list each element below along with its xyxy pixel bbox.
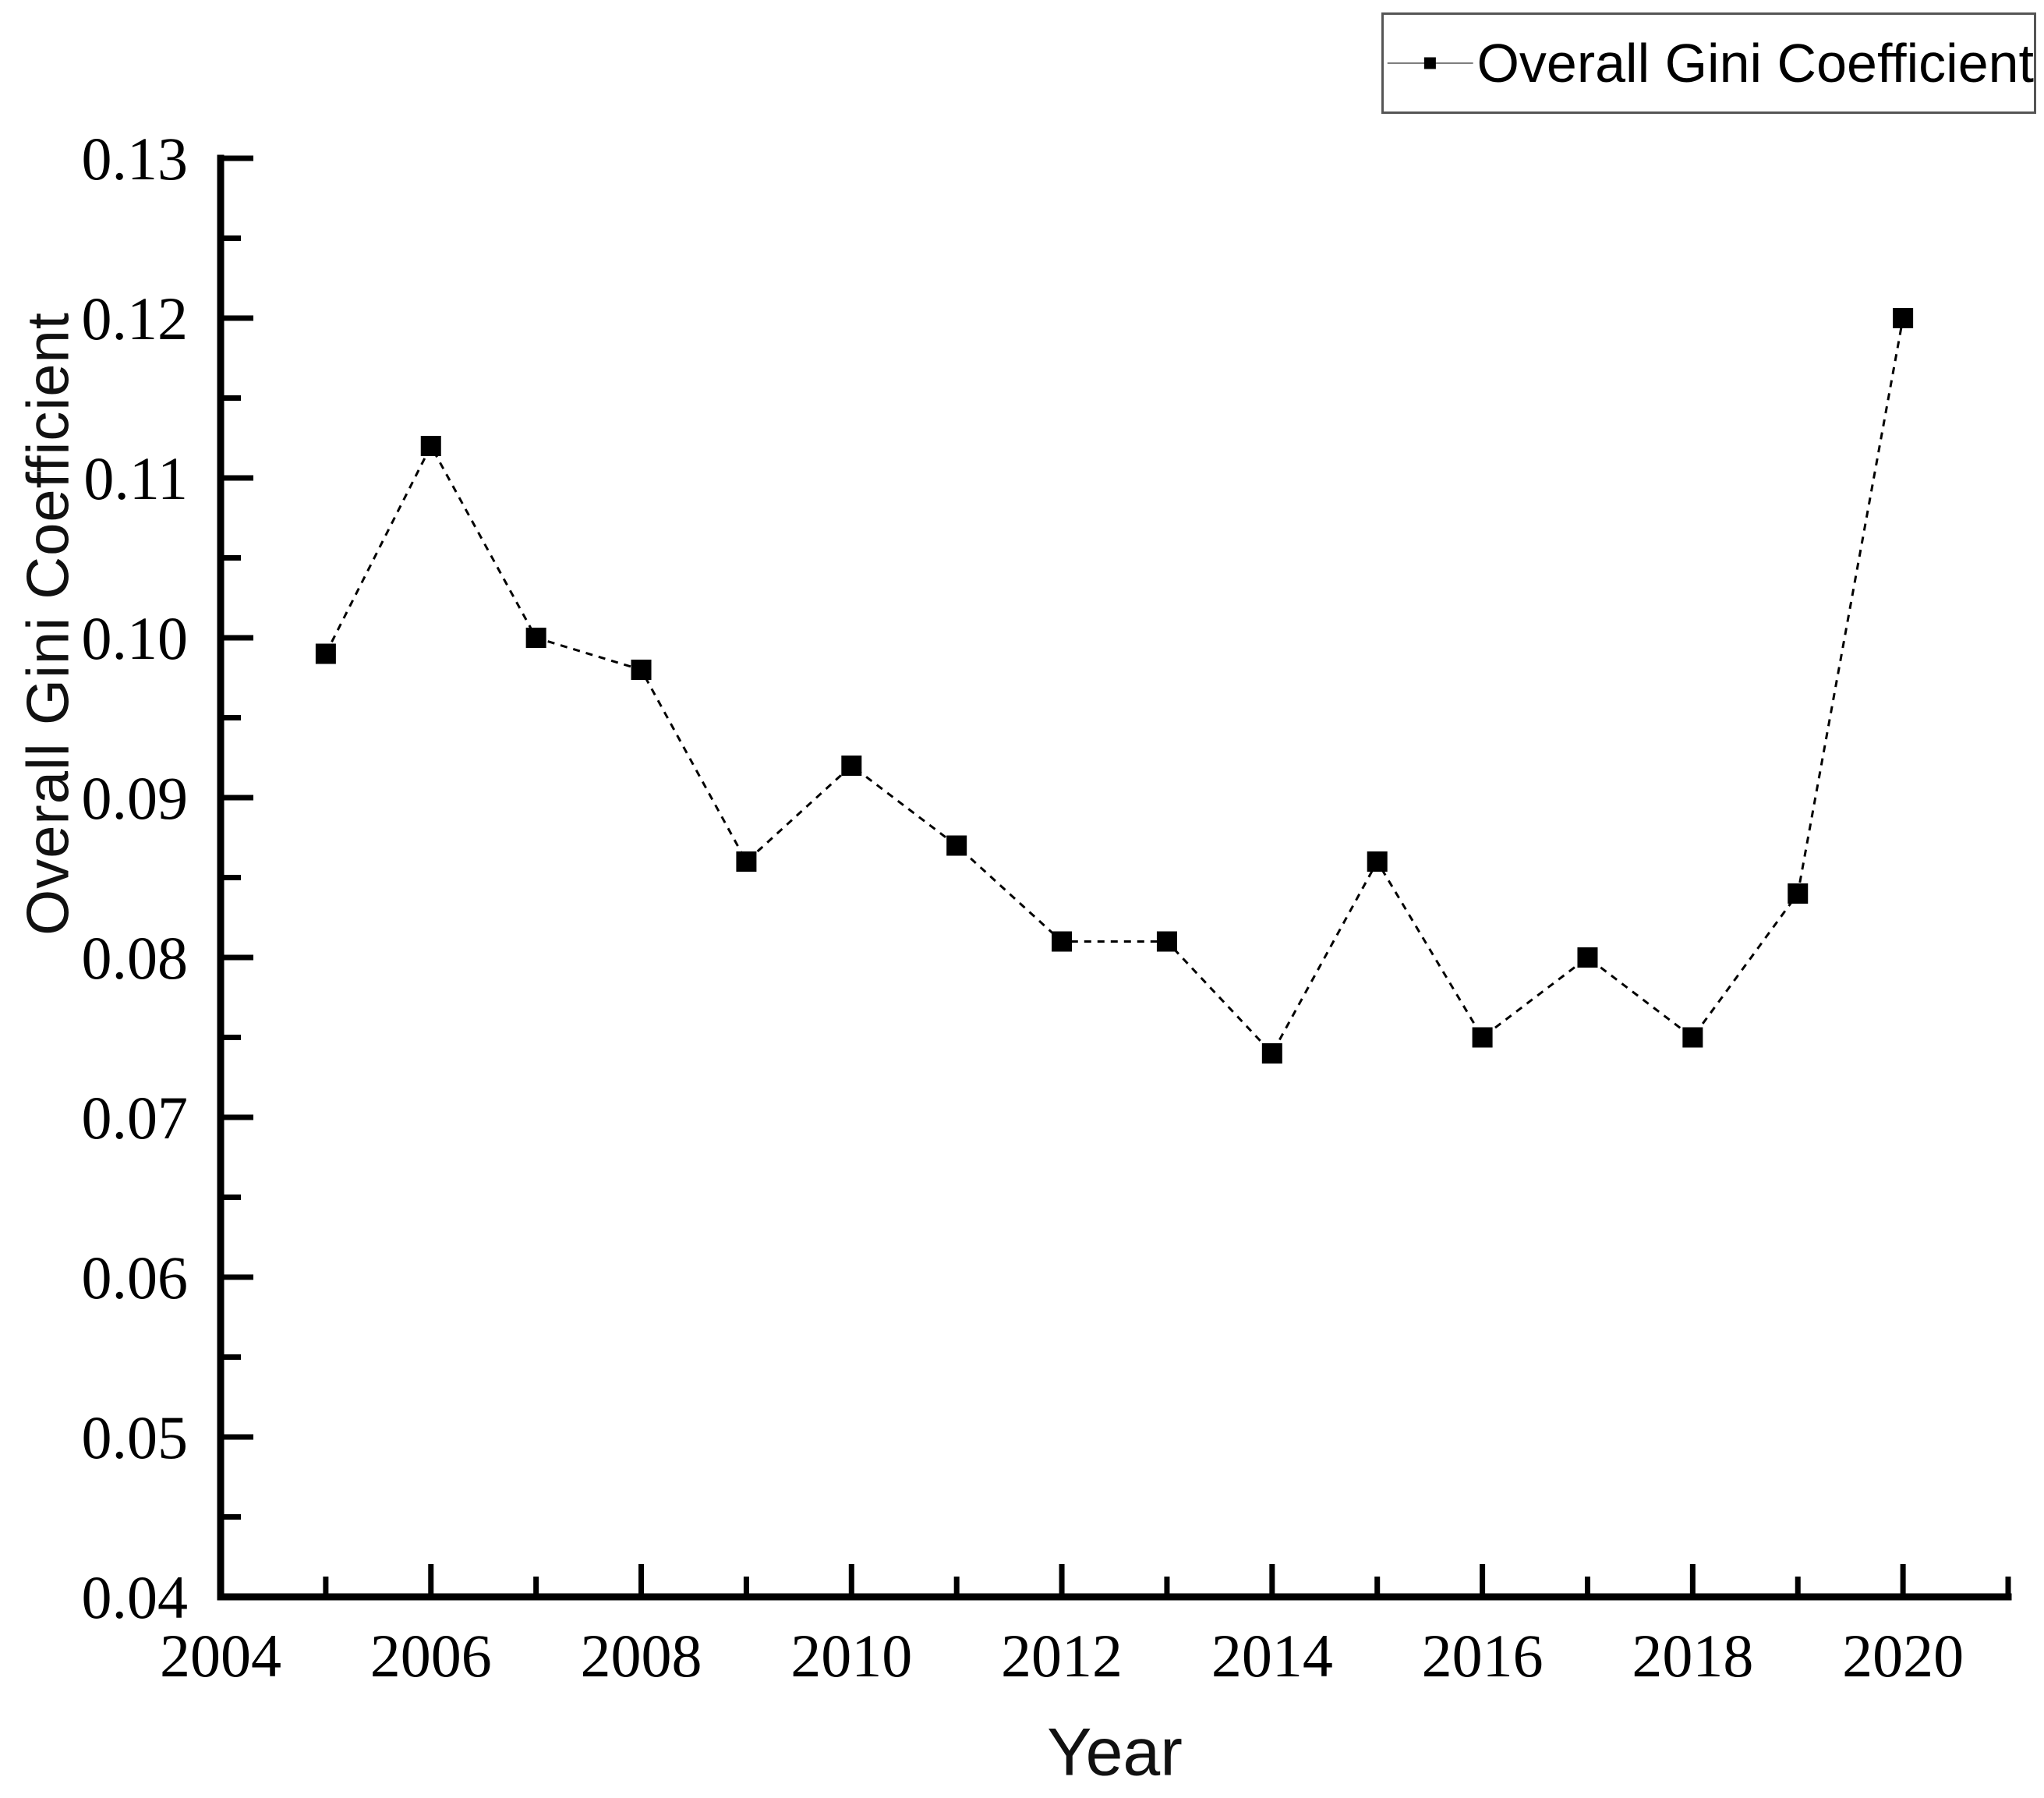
y-axis-title: Overall Gini Coefficient (15, 312, 82, 936)
data-point-marker (1682, 1027, 1703, 1048)
legend: Overall Gini Coefficient (1381, 12, 2036, 114)
data-point-marker (631, 660, 652, 680)
data-line (324, 317, 1904, 1056)
y-tick-label: 0.09 (82, 764, 189, 832)
x-tick-label: 2004 (160, 1622, 281, 1690)
data-point-marker (420, 436, 441, 456)
data-point-marker (1577, 947, 1598, 968)
x-tick-label: 2018 (1632, 1622, 1753, 1690)
data-point-marker (946, 835, 967, 856)
y-tick-label: 0.12 (82, 285, 189, 352)
axes (217, 154, 2012, 1601)
y-tick-label: 0.10 (82, 604, 189, 672)
data-point-marker (1472, 1027, 1493, 1048)
tick-labels: 0.04 0.05 0.06 0.07 0.08 0.09 0.10 0.11 0.12 0.13… (82, 125, 1964, 1690)
y-tick-label: 0.11 (83, 444, 188, 512)
data-point-marker (1261, 1043, 1282, 1064)
data-point-marker (1367, 851, 1388, 872)
y-tick-label: 0.05 (82, 1403, 189, 1471)
y-tick-label: 0.07 (82, 1084, 189, 1152)
x-tick-label: 2014 (1211, 1622, 1333, 1690)
x-tick-label: 2010 (790, 1622, 912, 1690)
x-tick-label: 2020 (1842, 1622, 1964, 1690)
data-point-marker (525, 628, 546, 648)
y-tick-label: 0.13 (82, 125, 189, 193)
data-point-marker (1156, 931, 1177, 952)
x-tick-label: 2006 (370, 1622, 492, 1690)
data-point-marker (841, 756, 862, 776)
data-point-marker (1893, 308, 1914, 328)
data-series (315, 308, 1914, 1064)
axis-ticks (217, 155, 2011, 1600)
y-tick-label: 0.06 (82, 1244, 189, 1311)
data-point-marker (315, 643, 336, 664)
y-tick-label: 0.04 (82, 1563, 189, 1631)
y-tick-label: 0.08 (82, 924, 189, 992)
data-point-marker (736, 851, 757, 872)
x-tick-label: 2016 (1422, 1622, 1544, 1690)
legend-line-marker-icon (1387, 57, 1473, 69)
data-point-marker (1788, 883, 1809, 904)
x-axis-title: Year (1047, 1715, 1183, 1790)
legend-label: Overall Gini Coefficient (1476, 33, 2034, 94)
x-tick-label: 2012 (1001, 1622, 1123, 1690)
x-tick-label: 2008 (581, 1622, 702, 1690)
data-point-marker (1052, 931, 1073, 952)
